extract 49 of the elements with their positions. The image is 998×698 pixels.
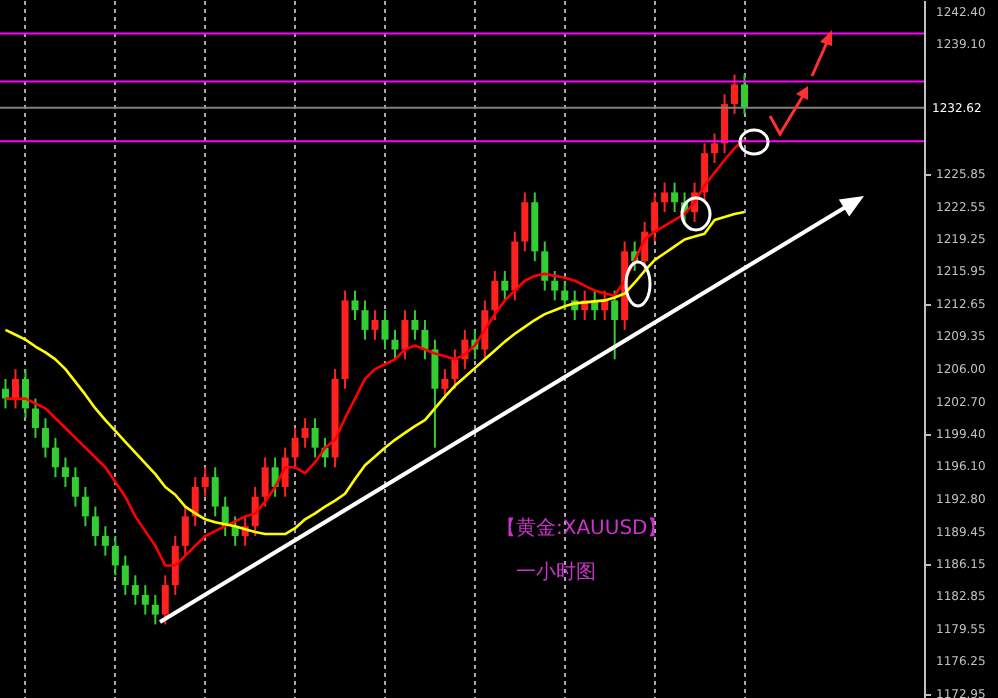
candlestick (201, 466, 209, 498)
candlestick (551, 269, 559, 302)
candlestick (301, 417, 309, 449)
candlestick (411, 309, 419, 341)
candlestick (151, 593, 159, 626)
candlestick (561, 279, 569, 312)
candlestick (441, 368, 449, 400)
candlestick (671, 181, 679, 214)
candlestick (11, 368, 19, 410)
candlestick (81, 485, 89, 528)
candlestick (661, 181, 669, 214)
candlestick (261, 456, 269, 508)
candlestick (71, 466, 79, 508)
candlestick (731, 73, 739, 115)
candlestick (31, 397, 39, 439)
candlestick (161, 574, 169, 626)
candlestick (361, 299, 369, 341)
candlestick (431, 338, 439, 449)
candlestick (181, 505, 189, 557)
candlestick (711, 132, 719, 164)
candlestick (611, 289, 619, 361)
candlestick (391, 328, 399, 361)
annotation: 【黄金:XAUUSD】 (496, 515, 668, 542)
candlestick (211, 466, 219, 518)
candlestick (291, 427, 299, 469)
candlestick (121, 554, 129, 596)
candlestick (421, 319, 429, 361)
candlestick (651, 191, 659, 243)
candlestick (51, 436, 59, 479)
annotation: 一小时图 (516, 559, 596, 586)
candlestick (311, 417, 319, 459)
candlestick (91, 505, 99, 547)
candlestick (401, 309, 409, 361)
candlestick (451, 348, 459, 390)
candlestick (101, 525, 109, 557)
candlestick (171, 535, 179, 596)
candlestick (501, 269, 509, 302)
candlestick (521, 191, 529, 253)
candlestick (541, 240, 549, 292)
candlestick (351, 289, 359, 322)
candlestick (41, 417, 49, 459)
candlestick (111, 535, 119, 577)
candlestick (491, 269, 499, 322)
candlestick (2, 377, 9, 410)
candlestick (61, 456, 69, 488)
candlestick (131, 574, 139, 606)
candlestick (741, 73, 748, 115)
candlestick (141, 584, 149, 616)
candlestick (381, 309, 389, 351)
